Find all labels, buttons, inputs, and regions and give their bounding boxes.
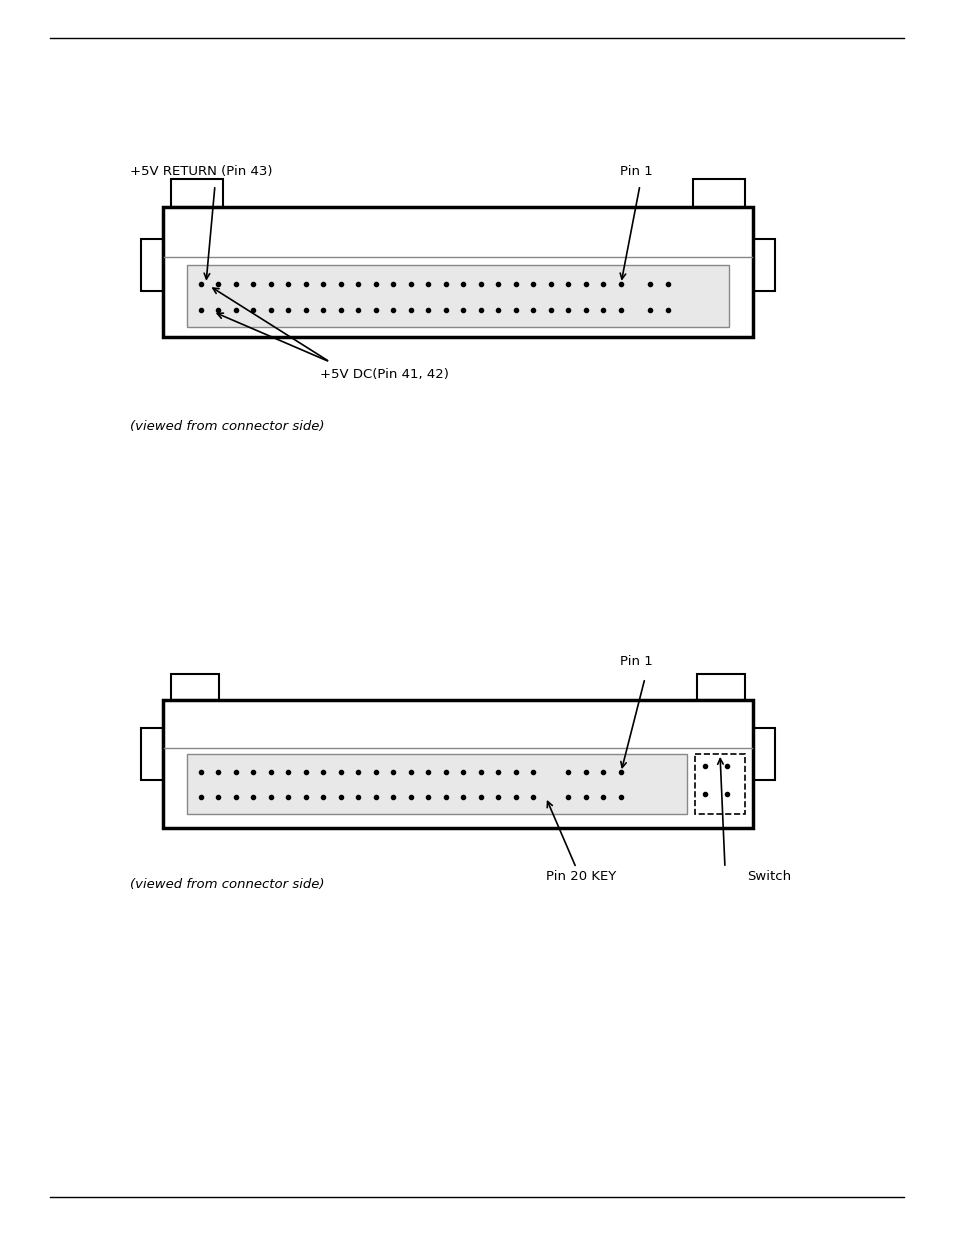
Bar	[171, 674, 219, 700]
Bar	[187, 266, 728, 327]
Bar	[171, 179, 223, 207]
Bar	[163, 207, 752, 337]
Text: (viewed from connector side): (viewed from connector side)	[130, 420, 324, 433]
Bar	[752, 240, 774, 291]
Bar	[141, 240, 163, 291]
Text: Pin 1: Pin 1	[619, 655, 652, 668]
Bar	[692, 179, 744, 207]
Text: (viewed from connector side): (viewed from connector side)	[130, 878, 324, 890]
Bar	[187, 755, 686, 814]
Text: Pin 1: Pin 1	[619, 165, 652, 178]
Bar	[695, 755, 744, 814]
Text: Switch: Switch	[746, 869, 790, 883]
Bar	[163, 700, 752, 827]
Text: +5V RETURN (Pin 43): +5V RETURN (Pin 43)	[130, 165, 273, 178]
Bar	[697, 674, 744, 700]
Bar	[141, 727, 163, 781]
Text: Pin 20 KEY: Pin 20 KEY	[546, 869, 616, 883]
Text: +5V DC(Pin 41, 42): +5V DC(Pin 41, 42)	[319, 368, 449, 382]
Bar	[752, 727, 774, 781]
